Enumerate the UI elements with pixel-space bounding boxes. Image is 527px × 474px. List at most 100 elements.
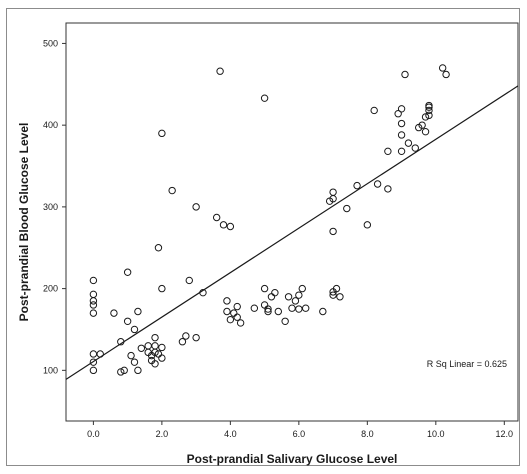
data-point xyxy=(411,144,419,152)
y-axis: 100 200 300 400 500 xyxy=(43,38,66,375)
data-point xyxy=(421,127,430,136)
data-point xyxy=(301,304,310,312)
data-point xyxy=(397,119,406,128)
data-point xyxy=(260,94,269,102)
data-point xyxy=(158,284,166,293)
data-point xyxy=(89,276,98,285)
data-point xyxy=(384,185,392,193)
data-point xyxy=(127,351,135,360)
x-tick-label: 10.0 xyxy=(427,429,445,439)
data-point xyxy=(117,368,125,376)
data-point xyxy=(329,195,337,203)
data-point xyxy=(370,106,378,115)
data-point xyxy=(134,366,142,375)
data-point xyxy=(295,291,303,299)
data-point xyxy=(110,309,118,317)
data-point xyxy=(223,307,231,316)
data-point xyxy=(226,315,235,324)
data-point xyxy=(151,333,159,342)
y-tick-label: 100 xyxy=(43,365,58,375)
data-point xyxy=(397,147,406,156)
data-point xyxy=(134,307,142,316)
data-point xyxy=(329,227,337,236)
y-tick-label: 200 xyxy=(43,284,58,294)
data-point xyxy=(226,222,235,231)
data-point xyxy=(130,325,139,334)
y-tick-label: 300 xyxy=(43,202,58,212)
data-point xyxy=(185,276,193,285)
data-point xyxy=(158,343,166,352)
data-point xyxy=(192,203,200,211)
regression-line xyxy=(65,85,519,380)
data-points xyxy=(89,64,450,376)
data-point xyxy=(353,181,361,190)
data-point xyxy=(158,354,166,362)
data-point xyxy=(89,309,98,317)
y-axis-title: Post-prandial Blood Glucose Level xyxy=(17,123,31,322)
figure-border xyxy=(6,8,520,466)
data-point xyxy=(151,360,159,368)
data-point xyxy=(168,186,176,195)
data-point xyxy=(295,305,303,313)
data-point xyxy=(438,64,447,72)
data-point xyxy=(137,344,146,352)
data-point xyxy=(425,111,433,120)
x-axis: 0.0 2.0 4.0 6.0 8.0 10.0 12.0 xyxy=(87,421,513,439)
data-point xyxy=(192,333,200,342)
data-point xyxy=(154,244,163,252)
data-point xyxy=(425,106,433,115)
data-point xyxy=(260,284,269,293)
data-point xyxy=(418,121,426,129)
data-point xyxy=(219,221,228,229)
data-point xyxy=(233,313,241,321)
data-point xyxy=(233,302,241,311)
data-point xyxy=(182,332,190,340)
data-point xyxy=(130,358,139,366)
data-point xyxy=(291,297,300,305)
data-point xyxy=(216,67,224,75)
data-point xyxy=(274,307,283,316)
data-point xyxy=(404,139,413,147)
data-point xyxy=(250,304,259,312)
x-tick-label: 12.0 xyxy=(496,429,514,439)
data-point xyxy=(319,307,327,316)
data-point xyxy=(373,180,382,188)
data-point xyxy=(336,293,344,301)
data-point xyxy=(223,297,231,305)
x-tick-label: 2.0 xyxy=(156,429,169,439)
x-axis-title: Post-prandial Salivary Glucose Level xyxy=(187,452,398,466)
data-point xyxy=(89,366,98,375)
data-point xyxy=(117,338,125,346)
data-point xyxy=(158,129,166,138)
data-point xyxy=(284,293,293,301)
data-point xyxy=(394,110,402,118)
plot-area xyxy=(65,22,519,422)
r-squared-annotation: R Sq Linear = 0.625 xyxy=(427,359,507,369)
data-point xyxy=(151,348,159,357)
data-point xyxy=(264,305,272,313)
data-point xyxy=(384,147,392,156)
data-point xyxy=(332,284,341,293)
data-point xyxy=(421,113,430,121)
data-point xyxy=(298,284,306,293)
data-point xyxy=(288,304,296,312)
data-point xyxy=(212,213,221,222)
data-point xyxy=(425,101,433,110)
x-tick-label: 4.0 xyxy=(224,429,237,439)
data-point xyxy=(329,291,337,299)
data-point xyxy=(89,297,98,305)
data-point xyxy=(96,350,104,358)
data-point xyxy=(264,307,272,316)
data-point xyxy=(363,221,372,229)
data-point xyxy=(120,366,128,375)
data-point xyxy=(343,204,351,213)
data-point xyxy=(281,317,289,325)
x-tick-label: 8.0 xyxy=(361,429,374,439)
data-point xyxy=(199,288,207,297)
data-point xyxy=(123,317,132,325)
data-point xyxy=(397,131,406,139)
data-point xyxy=(442,70,450,79)
data-point xyxy=(178,338,187,346)
